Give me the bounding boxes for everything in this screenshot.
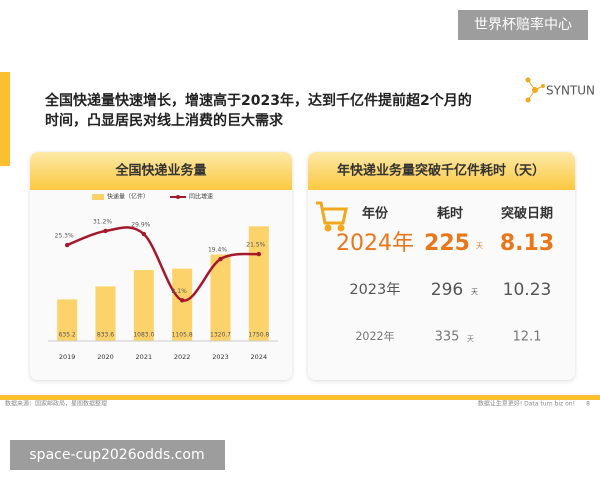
days-cell: 296 — [431, 280, 463, 300]
year-cell: 2022年 — [355, 329, 394, 343]
accent-bar — [0, 72, 10, 166]
headline: 全国快递量快速增长，增速高于2023年，达到千亿件提前超2个月的 — [44, 92, 472, 109]
line-label: 29.9% — [131, 222, 150, 229]
line-label: 19.4% — [208, 247, 227, 254]
x-tick-label: 2019 — [59, 353, 76, 361]
line-marker — [141, 231, 147, 237]
date-cell: 12.1 — [513, 330, 542, 345]
page-number: 8 — [586, 401, 590, 408]
bar-label: 833.6 — [97, 332, 114, 339]
year-cell: 2024年 — [336, 231, 414, 256]
bar — [210, 254, 231, 341]
bar — [57, 299, 78, 341]
bar-label: 1750.8 — [248, 332, 269, 339]
watermark-box — [458, 10, 588, 40]
bar — [95, 286, 116, 341]
headline: 时间，凸显居民对线上消费的巨大需求 — [45, 112, 284, 129]
card-header — [308, 152, 575, 190]
watermark-box — [10, 440, 225, 470]
bar-label: 635.2 — [59, 332, 76, 339]
line-marker — [179, 298, 185, 303]
bar-label: 1320.7 — [210, 332, 231, 339]
logo: SYNTUN — [546, 84, 595, 98]
line-marker — [256, 251, 262, 257]
line-label: 2.1% — [172, 288, 188, 295]
source: 数据来源：国家邮政局，星图数据整理 — [5, 400, 107, 408]
bar — [172, 268, 193, 341]
line-label: 31.2% — [93, 218, 112, 225]
bar — [133, 270, 154, 341]
column-header: 年份 — [362, 206, 389, 222]
line-marker — [218, 256, 223, 262]
x-tick-label: 2021 — [136, 353, 153, 361]
line-label: 25.3% — [55, 233, 74, 240]
x-tick-label: 2020 — [97, 353, 114, 361]
days-cell: 335 — [435, 330, 460, 345]
legend-swatch — [92, 194, 104, 200]
column-header: 耗时 — [437, 206, 463, 222]
unit-cell: 天 — [476, 242, 483, 250]
card-header — [30, 152, 292, 190]
bar-label: 1083.0 — [133, 332, 154, 339]
table-title: 年快递业务量突破千亿件耗时（天） — [337, 163, 545, 179]
bar-label: 1105.8 — [172, 332, 193, 339]
line-label: 21.5% — [246, 242, 265, 249]
unit-cell: 天 — [471, 288, 478, 296]
line-marker — [64, 242, 70, 248]
unit-cell: 天 — [467, 335, 474, 343]
date-cell: 10.23 — [503, 280, 552, 300]
x-tick-label: 2023 — [212, 353, 229, 361]
footer-bar — [0, 395, 600, 400]
watermark: space-cup2026odds.com — [29, 447, 204, 463]
column-header: 突破日期 — [501, 206, 553, 222]
x-tick-label: 2024 — [251, 353, 268, 361]
days-cell: 225 — [424, 231, 470, 256]
legend-swatch — [176, 195, 180, 199]
watermark: 世界杯赔率中心 — [474, 16, 572, 33]
chart-title: 全国快递业务量 — [114, 163, 206, 179]
logo-icon — [525, 77, 545, 103]
legend-label: 同比增速 — [189, 193, 213, 201]
x-tick-label: 2022 — [174, 353, 191, 361]
slogan: 数据让生意更好! Data turn biz on! — [478, 400, 575, 408]
table-card — [308, 152, 575, 380]
year-cell: 2023年 — [349, 281, 400, 298]
legend-label: 快递量（亿件） — [107, 193, 149, 201]
cart-icon — [316, 201, 348, 232]
line-marker — [103, 228, 108, 234]
date-cell: 8.13 — [500, 231, 554, 256]
